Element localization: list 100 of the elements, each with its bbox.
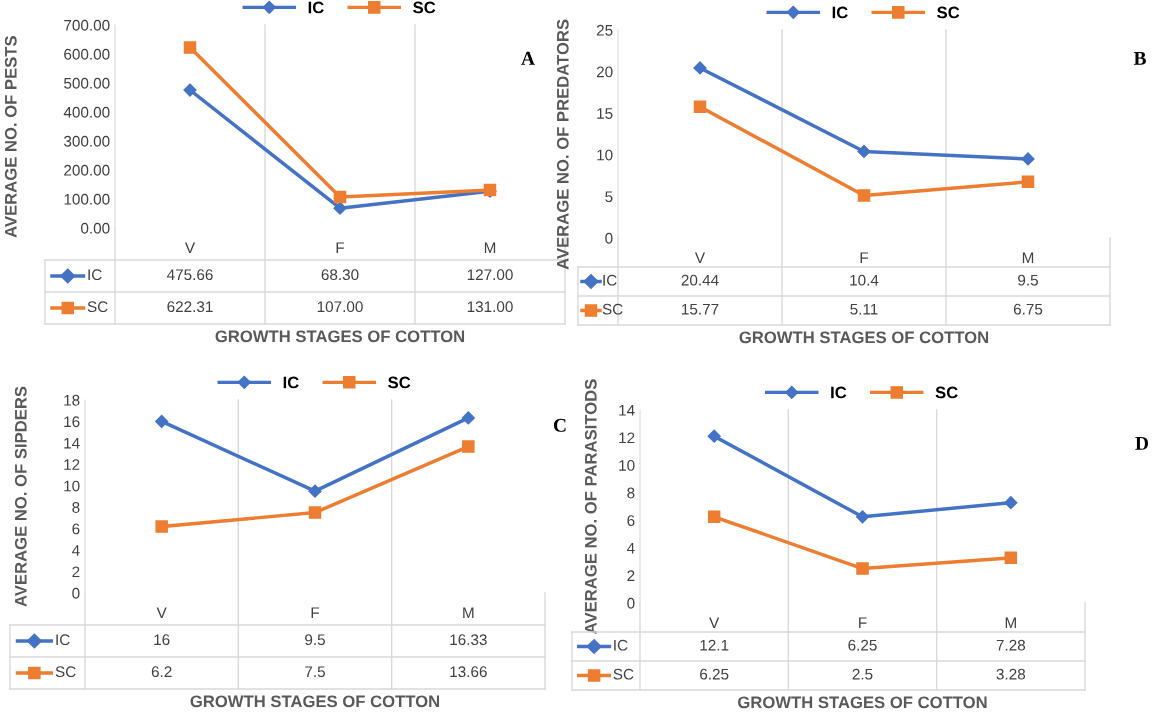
point — [461, 411, 475, 425]
point — [308, 506, 322, 519]
text: SC — [87, 301, 108, 313]
y-tick-label: 600.00 — [64, 48, 110, 60]
legend-label: SC — [388, 376, 411, 389]
x-tick-label: V — [184, 242, 196, 253]
data-label: 6.75 — [1013, 303, 1043, 315]
y-tick-label: 400.00 — [63, 106, 110, 118]
y-tick-label: 300.00 — [64, 135, 110, 147]
y-tick-label: 500.00 — [64, 77, 110, 89]
data-label: 13.66 — [450, 666, 487, 678]
x-axis-title: GROWTH STAGES OF COTTON — [190, 695, 440, 708]
data-label: 10.4 — [850, 274, 879, 286]
x-tick-label: F — [336, 242, 345, 253]
point — [155, 414, 169, 429]
data-label: 2.5 — [852, 668, 873, 680]
data-label: 131.00 — [467, 301, 513, 313]
text: IC — [614, 639, 628, 651]
y-tick-label: 0 — [627, 597, 635, 609]
point — [857, 189, 871, 202]
data-label: 3.28 — [996, 668, 1026, 680]
data-label: 68.30 — [321, 269, 359, 281]
y-tick-label: 0 — [605, 232, 613, 244]
y-tick-label: 8 — [72, 502, 80, 513]
data-label: 9.5 — [305, 634, 325, 646]
y-axis-title: AVERAGE NO. OF PESTS — [4, 36, 17, 238]
x-tick-label: M — [1005, 617, 1016, 628]
y-tick-label: 6 — [627, 515, 635, 526]
y-tick-label: 700.00 — [64, 19, 110, 31]
point — [155, 520, 168, 533]
y-tick-label: 0.00 — [81, 222, 110, 234]
data-label: 20.44 — [681, 274, 719, 286]
y-tick-label: 8 — [627, 487, 635, 499]
point — [1021, 175, 1035, 189]
x-tick-label: F — [860, 252, 869, 263]
point — [183, 83, 197, 97]
text: IC — [603, 274, 617, 286]
text: SC — [613, 668, 634, 680]
legend-label: IC — [283, 376, 299, 389]
data-label: 15.77 — [682, 303, 719, 315]
text: B — [1133, 51, 1146, 65]
data-label: 107.00 — [317, 301, 363, 313]
x-tick-label: M — [1022, 252, 1034, 263]
y-tick-label: 100.00 — [64, 193, 110, 205]
text: C — [553, 418, 566, 432]
text: D — [1135, 436, 1149, 450]
y-tick-label: 10 — [597, 149, 613, 161]
point — [856, 562, 869, 575]
point — [707, 510, 721, 524]
y-tick-label: 16 — [64, 416, 80, 428]
x-axis-title: GROWTH STAGES OF COTTON — [215, 330, 465, 343]
y-tick-label: 200.00 — [64, 164, 110, 176]
x-tick-label: V — [694, 252, 706, 263]
point — [308, 484, 322, 498]
text: IC — [88, 269, 102, 281]
text: IC — [56, 634, 70, 646]
y-tick-label: 14 — [64, 437, 80, 449]
y-axis-title: AVERAGE NO. OF PREDATORS — [556, 19, 569, 270]
data-label: 6.25 — [700, 668, 729, 680]
legend-label: SC — [937, 6, 960, 19]
point — [693, 100, 707, 114]
point — [183, 41, 197, 54]
y-tick-label: 12 — [619, 432, 635, 444]
y-tick-label: 18 — [64, 394, 80, 406]
y-tick-label: 20 — [596, 66, 613, 78]
y-tick-label: 10 — [619, 460, 635, 471]
data-label: 16.33 — [450, 634, 487, 646]
text: SC — [55, 666, 76, 678]
y-tick-label: 12 — [64, 459, 80, 470]
x-tick-label: F — [311, 607, 320, 618]
point — [462, 440, 475, 453]
text: SC — [602, 303, 623, 315]
data-label: 475.66 — [166, 269, 213, 281]
y-tick-label: 0 — [72, 587, 80, 599]
y-tick-label: 4 — [626, 542, 635, 554]
x-tick-label: M — [463, 607, 474, 618]
data-label: 7.28 — [996, 639, 1026, 651]
data-label: 127.00 — [467, 269, 513, 281]
point — [855, 510, 870, 524]
y-tick-label: 4 — [71, 545, 80, 556]
y-tick-label: 10 — [64, 480, 80, 492]
legend-label: IC — [832, 6, 848, 19]
legend-label: SC — [935, 386, 958, 399]
legend-label: IC — [831, 386, 847, 399]
point — [1021, 152, 1035, 166]
data-label: 6.2 — [151, 666, 172, 678]
data-label: 12.1 — [700, 639, 729, 651]
annotation: A — [521, 51, 535, 65]
x-axis-title: GROWTH STAGES OF COTTON — [738, 696, 987, 709]
y-tick-label: 14 — [619, 405, 635, 416]
y-axis-title: AVERAGE NO. OF SIPDERS — [14, 386, 27, 607]
y-axis-title: AVERAGE NO. OF PARASITODS — [584, 379, 597, 634]
x-tick-label: M — [484, 242, 496, 253]
y-tick-label: 5 — [605, 191, 613, 203]
point — [333, 190, 347, 204]
x-tick-label: V — [709, 617, 720, 628]
data-label: 9.5 — [1018, 274, 1038, 286]
point — [1004, 496, 1018, 510]
y-tick-label: 25 — [596, 24, 613, 36]
data-label: 16 — [154, 634, 170, 646]
